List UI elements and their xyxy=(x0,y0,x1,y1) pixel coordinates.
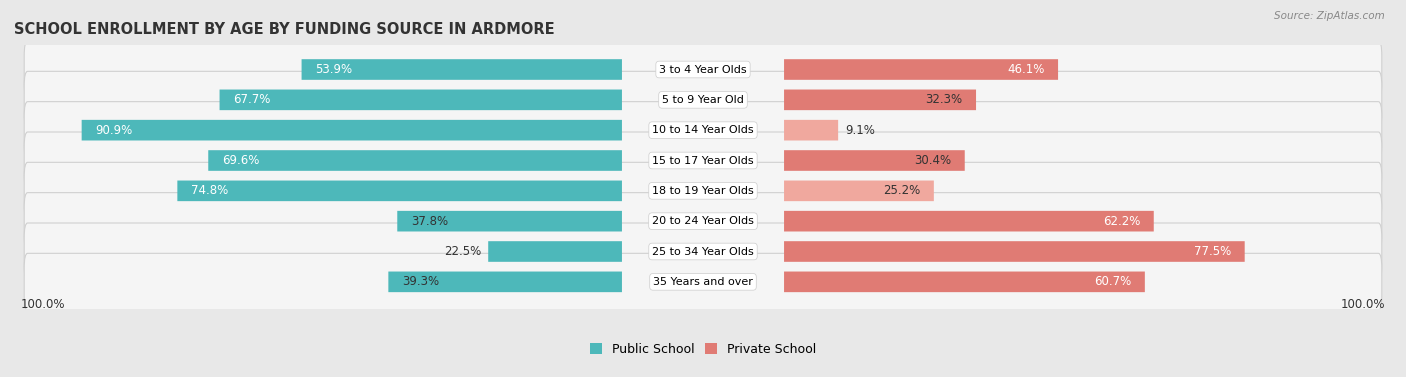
FancyBboxPatch shape xyxy=(785,59,1059,80)
FancyBboxPatch shape xyxy=(785,211,1154,231)
Text: 25.2%: 25.2% xyxy=(883,184,921,197)
FancyBboxPatch shape xyxy=(398,211,621,231)
FancyBboxPatch shape xyxy=(785,89,976,110)
Text: 67.7%: 67.7% xyxy=(233,93,270,106)
Text: 30.4%: 30.4% xyxy=(914,154,952,167)
Text: 100.0%: 100.0% xyxy=(1341,298,1385,311)
Text: 46.1%: 46.1% xyxy=(1007,63,1045,76)
Text: 35 Years and over: 35 Years and over xyxy=(652,277,754,287)
Text: 100.0%: 100.0% xyxy=(21,298,65,311)
FancyBboxPatch shape xyxy=(388,271,621,292)
FancyBboxPatch shape xyxy=(785,150,965,171)
Text: 90.9%: 90.9% xyxy=(96,124,132,137)
Text: 15 to 17 Year Olds: 15 to 17 Year Olds xyxy=(652,155,754,166)
FancyBboxPatch shape xyxy=(208,150,621,171)
Text: 3 to 4 Year Olds: 3 to 4 Year Olds xyxy=(659,64,747,75)
FancyBboxPatch shape xyxy=(301,59,621,80)
Text: 22.5%: 22.5% xyxy=(444,245,481,258)
FancyBboxPatch shape xyxy=(177,181,621,201)
Text: 10 to 14 Year Olds: 10 to 14 Year Olds xyxy=(652,125,754,135)
Text: 32.3%: 32.3% xyxy=(925,93,963,106)
Text: 69.6%: 69.6% xyxy=(222,154,259,167)
Text: 25 to 34 Year Olds: 25 to 34 Year Olds xyxy=(652,247,754,256)
FancyBboxPatch shape xyxy=(24,223,1382,280)
FancyBboxPatch shape xyxy=(24,162,1382,219)
FancyBboxPatch shape xyxy=(785,271,1144,292)
FancyBboxPatch shape xyxy=(24,132,1382,189)
Text: 53.9%: 53.9% xyxy=(315,63,353,76)
FancyBboxPatch shape xyxy=(24,253,1382,310)
Text: 74.8%: 74.8% xyxy=(191,184,228,197)
Text: 9.1%: 9.1% xyxy=(845,124,875,137)
Text: 20 to 24 Year Olds: 20 to 24 Year Olds xyxy=(652,216,754,226)
Text: Source: ZipAtlas.com: Source: ZipAtlas.com xyxy=(1274,11,1385,21)
FancyBboxPatch shape xyxy=(24,193,1382,250)
Text: 62.2%: 62.2% xyxy=(1102,215,1140,228)
FancyBboxPatch shape xyxy=(82,120,621,141)
Text: 18 to 19 Year Olds: 18 to 19 Year Olds xyxy=(652,186,754,196)
FancyBboxPatch shape xyxy=(24,41,1382,98)
Text: SCHOOL ENROLLMENT BY AGE BY FUNDING SOURCE IN ARDMORE: SCHOOL ENROLLMENT BY AGE BY FUNDING SOUR… xyxy=(14,22,555,37)
FancyBboxPatch shape xyxy=(24,71,1382,128)
Text: 39.3%: 39.3% xyxy=(402,275,439,288)
Legend: Public School, Private School: Public School, Private School xyxy=(585,338,821,361)
FancyBboxPatch shape xyxy=(219,89,621,110)
FancyBboxPatch shape xyxy=(785,241,1244,262)
Text: 37.8%: 37.8% xyxy=(411,215,449,228)
Text: 60.7%: 60.7% xyxy=(1094,275,1132,288)
Text: 77.5%: 77.5% xyxy=(1194,245,1232,258)
FancyBboxPatch shape xyxy=(785,120,838,141)
FancyBboxPatch shape xyxy=(24,102,1382,159)
Text: 5 to 9 Year Old: 5 to 9 Year Old xyxy=(662,95,744,105)
FancyBboxPatch shape xyxy=(785,181,934,201)
FancyBboxPatch shape xyxy=(488,241,621,262)
